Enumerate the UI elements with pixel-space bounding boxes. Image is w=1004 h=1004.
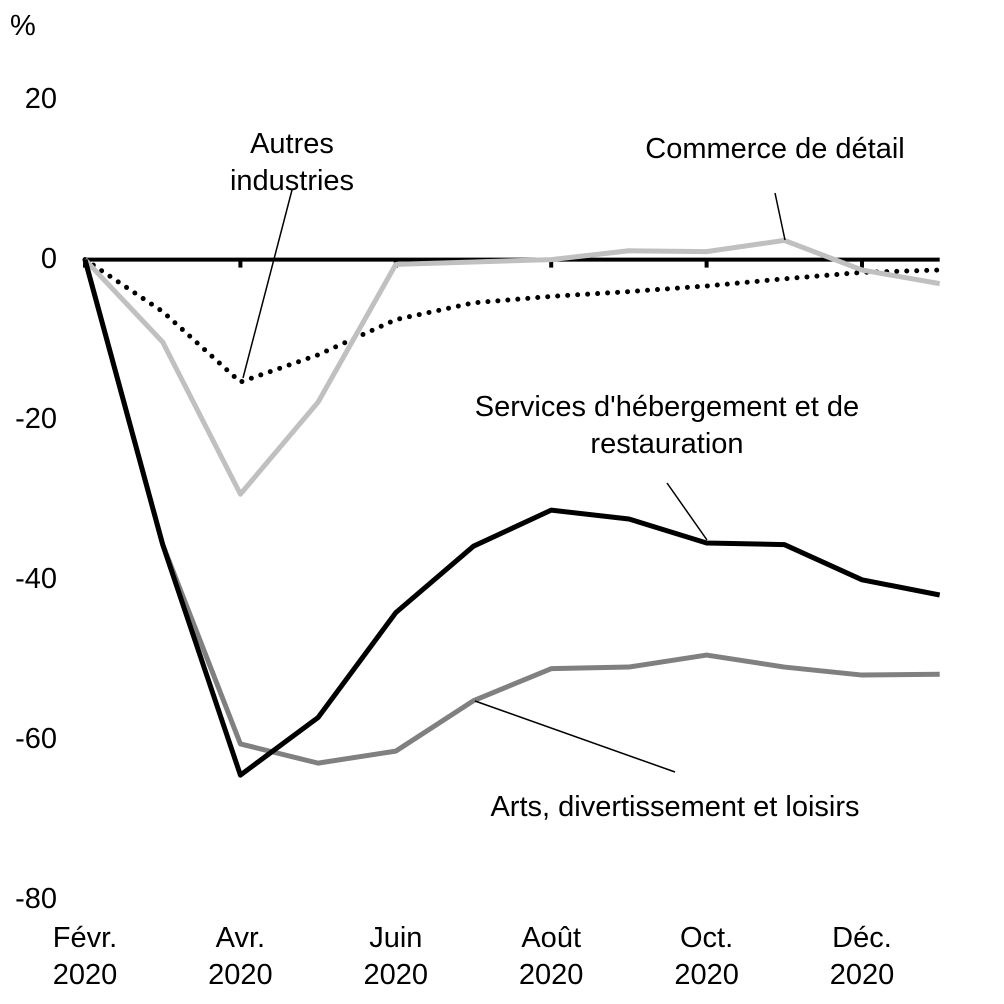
leader-line: [242, 189, 293, 379]
series-line: [83, 237, 941, 497]
leader-line: [774, 192, 786, 241]
x-tick-label: Févr. 2020: [52, 922, 118, 991]
y-axis-label: %: [10, 10, 36, 42]
y-tick-label: -80: [15, 883, 57, 915]
y-tick-label: -60: [15, 722, 57, 755]
series-label: Arts, divertissement et loisirs: [490, 791, 860, 823]
x-tick-label: Déc. 2020: [829, 922, 895, 991]
series-label: Commerce de détail: [645, 133, 905, 165]
series-line: [82, 258, 940, 766]
leader-line: [474, 700, 676, 773]
y-tick-label: 20: [24, 82, 57, 115]
x-tick-label: Juin 2020: [363, 922, 429, 991]
series-line: [82, 258, 941, 778]
x-tick-label: Avr. 2020: [208, 922, 273, 991]
series-label: Services d'hébergement et de restauratio…: [474, 391, 860, 460]
series-line: [82, 257, 943, 385]
series-label: Autres industries: [229, 128, 355, 197]
y-tick-label: -20: [15, 402, 57, 435]
y-tick-label: -40: [15, 562, 57, 595]
x-tick-label: Oct. 2020: [674, 922, 739, 991]
leader-line: [666, 482, 708, 541]
x-tick-label: Août 2020: [518, 922, 584, 991]
y-tick-label: 0: [40, 242, 57, 275]
